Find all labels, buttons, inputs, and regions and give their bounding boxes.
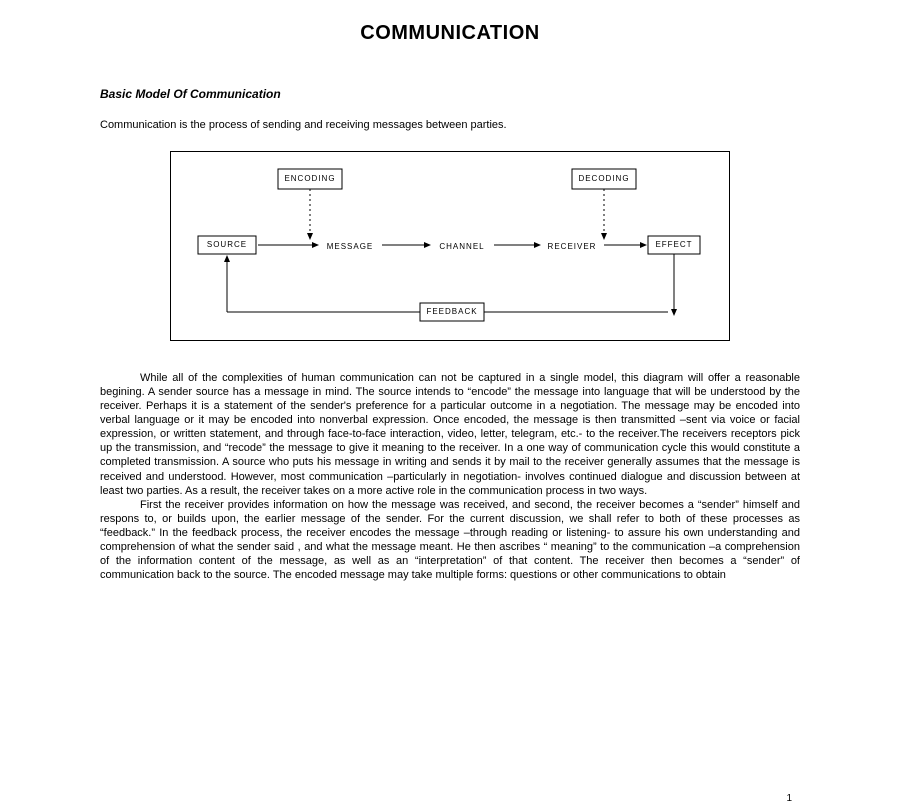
document-page: COMMUNICATION Basic Model Of Communicati…	[0, 0, 900, 810]
page-number: 1	[786, 793, 792, 804]
communication-diagram: ENCODING DECODING SOURCE MESSAGE CHANNEL RECE…	[170, 151, 730, 341]
svg-text:FEEDBACK: FEEDBACK	[426, 307, 477, 316]
svg-text:SOURCE: SOURCE	[207, 240, 247, 249]
diagram-svg: ENCODING DECODING SOURCE MESSAGE CHANNEL RECE…	[170, 151, 730, 341]
body-paragraph-1: While all of the complexities of human c…	[100, 371, 800, 498]
svg-text:MESSAGE: MESSAGE	[327, 242, 374, 251]
svg-text:DECODING: DECODING	[578, 174, 629, 183]
section-subtitle: Basic Model Of Communication	[100, 87, 800, 101]
svg-text:ENCODING: ENCODING	[284, 174, 335, 183]
svg-text:EFFECT: EFFECT	[655, 240, 692, 249]
intro-text: Communication is the process of sending …	[100, 119, 800, 131]
page-title: COMMUNICATION	[100, 22, 800, 45]
svg-text:CHANNEL: CHANNEL	[439, 242, 484, 251]
body-paragraph-2: First the receiver provides information …	[100, 498, 800, 582]
svg-text:RECEIVER: RECEIVER	[548, 242, 597, 251]
